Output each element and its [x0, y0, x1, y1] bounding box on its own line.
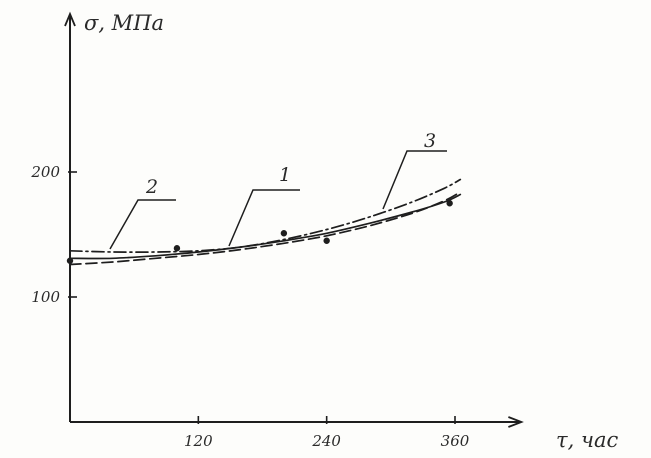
- curve-label-leaders: [109, 150, 447, 250]
- series-layer: [69, 178, 462, 266]
- curve-3: [69, 178, 462, 253]
- axes: 120 240 360 100 200: [30, 11, 524, 450]
- data-point-5: [446, 200, 453, 207]
- data-point-4: [323, 237, 330, 244]
- y-axis-label: σ, МПа: [84, 11, 164, 35]
- x-tick-label-240: 240: [311, 432, 341, 450]
- curve-label-3: 3: [424, 130, 436, 152]
- data-point-2: [173, 245, 181, 252]
- curve-1: [69, 193, 462, 260]
- data-point-3: [280, 230, 288, 237]
- x-axis-label: τ, час: [556, 428, 619, 452]
- curve-2: [69, 191, 462, 266]
- leader-curve-1: [228, 189, 300, 247]
- curve-label-2: 2: [145, 176, 158, 198]
- curve-label-1: 1: [279, 164, 291, 186]
- data-points: [66, 200, 453, 264]
- leader-curve-2: [109, 199, 176, 250]
- y-tick-label-200: 200: [30, 163, 60, 181]
- x-axis-arrow: [508, 416, 524, 428]
- y-tick-label-100: 100: [31, 288, 60, 306]
- x-tick-label-120: 120: [184, 432, 213, 450]
- y-axis-arrow: [64, 11, 76, 27]
- data-point-1: [66, 257, 74, 264]
- leader-curve-3: [382, 150, 447, 210]
- x-tick-label-360: 360: [441, 432, 470, 450]
